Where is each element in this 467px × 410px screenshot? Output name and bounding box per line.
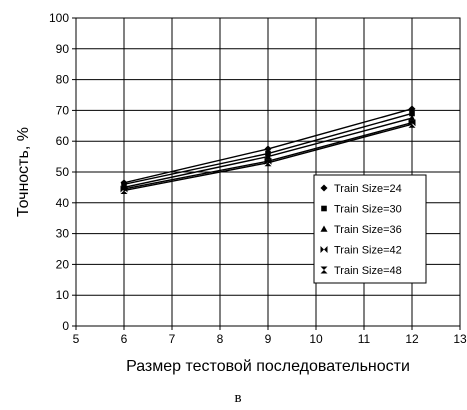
marker-hourglass	[408, 124, 416, 128]
y-tick-label: 20	[56, 257, 70, 271]
x-tick-label: 13	[453, 332, 467, 346]
marker-bowtie	[324, 246, 328, 253]
x-tick-label: 12	[405, 332, 419, 346]
legend-item: Train Size=48	[320, 265, 402, 277]
y-tick-label: 40	[56, 196, 70, 210]
legend-item: Train Size=30	[321, 204, 402, 216]
marker-diamond	[408, 105, 416, 113]
data-point	[264, 159, 272, 167]
marker-hourglass	[264, 159, 272, 163]
marker-square	[321, 205, 327, 212]
y-tick-label: 0	[62, 319, 69, 333]
y-tick-label: 10	[56, 288, 70, 302]
legend-item: Train Size=24	[320, 183, 402, 195]
y-tick-label: 70	[56, 103, 70, 117]
marker-square	[409, 110, 415, 117]
x-tick-label: 11	[358, 332, 371, 346]
y-tick-label: 30	[56, 227, 70, 241]
data-point	[120, 186, 128, 194]
y-axis-label: Точность, %	[15, 127, 32, 217]
data-point	[264, 145, 272, 153]
y-tick-label: 60	[56, 134, 70, 148]
series-markers	[120, 105, 416, 194]
legend-label: Train Size=36	[334, 224, 402, 236]
marker-hourglass	[120, 190, 128, 194]
grid	[76, 18, 460, 326]
data-point	[409, 110, 415, 117]
marker-diamond	[264, 145, 272, 153]
y-tick-label: 100	[49, 11, 69, 25]
marker-triangle	[408, 114, 416, 121]
legend-label: Train Size=30	[334, 204, 402, 216]
legend-item: Train Size=42	[320, 245, 402, 257]
x-axis-label: Размер тестовой последовательности	[126, 358, 410, 375]
x-tick-label: 5	[73, 332, 80, 346]
data-point	[408, 120, 416, 128]
data-point	[264, 153, 272, 160]
x-tick-label: 8	[217, 332, 224, 346]
legend: Train Size=24 Train Size=30 Train Size=36 T…	[313, 174, 427, 284]
marker-triangle	[320, 225, 328, 232]
marker-hourglass	[264, 162, 272, 167]
marker-hourglass	[408, 120, 416, 125]
marker-hourglass	[320, 270, 328, 274]
legend-label: Train Size=24	[334, 183, 402, 195]
y-tick-label: 80	[56, 73, 70, 87]
series-5-points	[120, 120, 416, 194]
data-point	[408, 105, 416, 113]
legend-label: Train Size=42	[334, 245, 402, 257]
y-tick-label: 90	[56, 42, 70, 56]
x-tick-label: 9	[265, 332, 272, 346]
y-tick-label: 50	[56, 165, 70, 179]
marker-bowtie	[320, 246, 324, 253]
legend-label: Train Size=48	[334, 265, 402, 277]
x-axis: 5 6 7 8 9 10 11 12 13	[73, 326, 467, 346]
marker-hourglass	[120, 186, 128, 191]
x-tick-label: 7	[169, 332, 176, 346]
marker-hourglass	[320, 266, 328, 270]
y-axis: 0 10 20 30 40 50 60 70 80 90 100	[49, 11, 76, 333]
legend-box	[313, 174, 427, 284]
series-1-points	[120, 105, 416, 187]
marker-triangle	[264, 153, 272, 160]
x-tick-label: 6	[121, 332, 128, 346]
data-point	[408, 114, 416, 121]
figure-caption: в	[234, 390, 241, 406]
legend-item: Train Size=36	[320, 224, 402, 236]
x-tick-label: 10	[309, 332, 323, 346]
marker-diamond	[320, 184, 328, 192]
